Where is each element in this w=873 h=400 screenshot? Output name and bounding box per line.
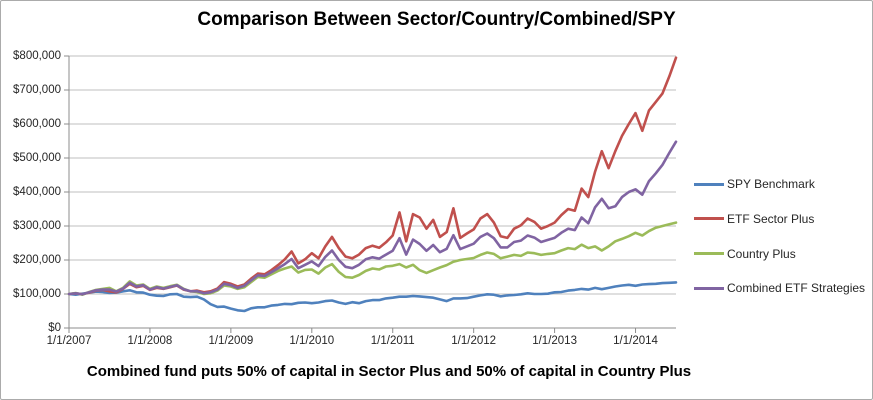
y-tick-label: $600,000 xyxy=(13,118,61,130)
series-line-etf-sector-plus xyxy=(67,56,678,296)
legend-item-combined-etf-strategies: Combined ETF Strategies xyxy=(694,280,865,296)
x-tick-label: 1/1/2012 xyxy=(451,335,496,347)
legend-swatch xyxy=(694,252,724,256)
chart-title: Comparison Between Sector/Country/Combin… xyxy=(197,9,676,30)
x-tick-label: 1/1/2014 xyxy=(613,335,658,347)
x-tick-label: 1/1/2013 xyxy=(532,335,577,347)
legend-item-etf-sector-plus: ETF Sector Plus xyxy=(694,211,814,227)
legend-swatch xyxy=(694,182,724,186)
x-tick-label: 1/1/2008 xyxy=(128,335,173,347)
legend-item-spy-benchmark: SPY Benchmark xyxy=(694,176,815,192)
legend-swatch xyxy=(694,286,724,290)
chart-caption: Combined fund puts 50% of capital in Sec… xyxy=(86,363,692,380)
y-tick-label: $0 xyxy=(48,322,61,334)
series-line-combined-etf-strategies xyxy=(67,140,678,296)
y-tick-label: $800,000 xyxy=(13,50,61,62)
y-tick-label: $400,000 xyxy=(13,186,61,198)
x-tick-label: 1/1/2007 xyxy=(47,335,92,347)
y-tick-label: $200,000 xyxy=(13,254,61,266)
y-tick-label: $700,000 xyxy=(13,84,61,96)
legend-item-country-plus: Country Plus xyxy=(694,246,796,262)
y-tick-label: $500,000 xyxy=(13,152,61,164)
legend-swatch xyxy=(694,217,724,221)
x-tick-label: 1/1/2009 xyxy=(208,335,253,347)
legend-label: SPY Benchmark xyxy=(727,177,815,191)
legend-label: Combined ETF Strategies xyxy=(727,281,866,296)
x-tick-label: 1/1/2010 xyxy=(289,335,334,347)
legend-label: Country Plus xyxy=(727,246,796,261)
legend-label: ETF Sector Plus xyxy=(727,211,815,226)
x-tick-label: 1/1/2011 xyxy=(371,335,415,347)
y-tick-label: $100,000 xyxy=(13,288,61,300)
series-line-spy-benchmark xyxy=(67,281,678,313)
y-tick-label: $300,000 xyxy=(13,220,61,232)
